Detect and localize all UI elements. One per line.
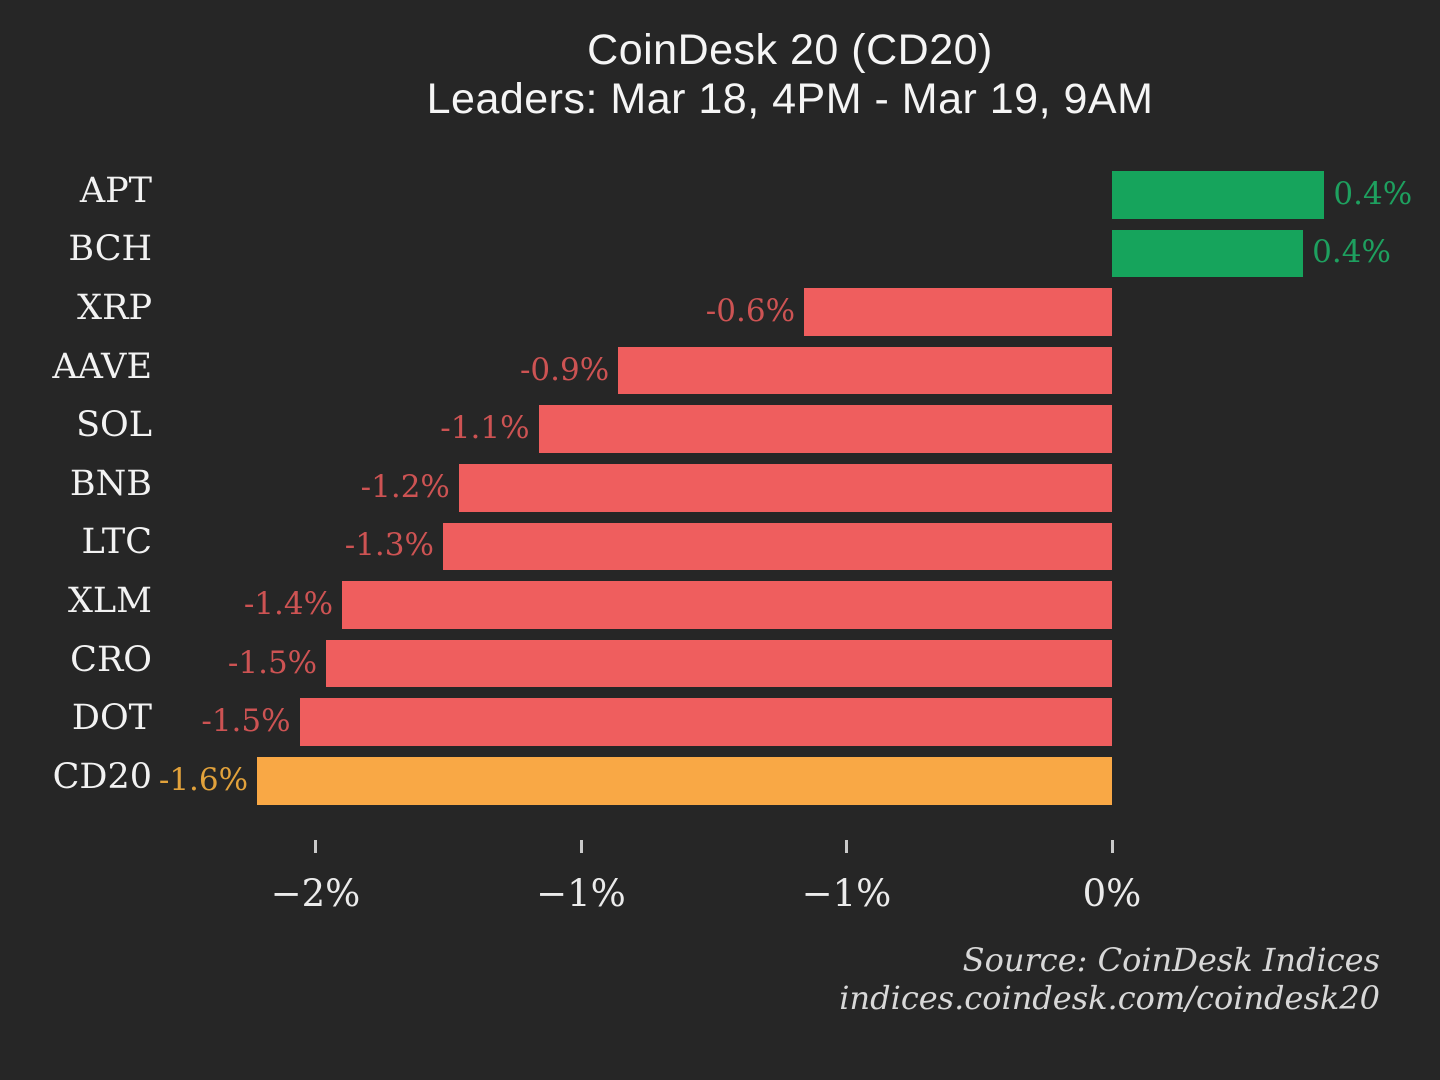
bar-apt	[1112, 171, 1325, 219]
value-label-aave: -0.9%	[519, 351, 610, 388]
value-label-bch: 0.4%	[1312, 234, 1391, 271]
bar-aave	[618, 346, 1112, 395]
bar-bnb	[458, 464, 1112, 512]
category-label-cd20: CD20	[52, 756, 152, 797]
chart-title: CoinDesk 20 (CD20)	[587, 26, 993, 74]
value-label-xrp: -0.6%	[705, 292, 796, 329]
source-line-2: indices.coindesk.com/coindesk20	[839, 979, 1380, 1017]
x-axis-tick-label-1: −1%	[536, 872, 626, 915]
category-label-ltc: LTC	[81, 522, 152, 563]
category-label-cro: CRO	[70, 639, 152, 680]
bar-xlm	[342, 581, 1112, 629]
bar-ltc	[442, 522, 1112, 571]
category-label-bnb: BNB	[69, 463, 152, 504]
x-axis-tick-1	[579, 840, 583, 853]
bar-bch	[1112, 229, 1304, 278]
value-label-xlm: -1.4%	[243, 585, 334, 622]
x-axis-tick-label-0: −2%	[270, 872, 361, 915]
value-label-cd20: -1.6%	[158, 761, 249, 798]
x-axis-tick-2	[845, 840, 848, 853]
value-label-cro: -1.5%	[227, 644, 318, 681]
bar-cro	[326, 639, 1112, 688]
x-axis-tick-0	[314, 840, 317, 853]
source-line-1: Source: CoinDesk Indices	[962, 941, 1380, 979]
value-label-dot: -1.5%	[201, 703, 291, 740]
bar-cd20	[257, 757, 1112, 805]
category-label-sol: SOL	[76, 405, 152, 446]
category-label-apt: APT	[79, 170, 152, 211]
chart-subtitle: Leaders: Mar 18, 4PM - Mar 19, 9AM	[426, 75, 1154, 123]
value-label-bnb: -1.2%	[360, 468, 450, 505]
category-label-bch: BCH	[68, 229, 152, 270]
title-block: CoinDesk 20 (CD20) Leaders: Mar 18, 4PM …	[140, 26, 1440, 124]
value-label-ltc: -1.3%	[344, 527, 434, 564]
category-label-xlm: XLM	[68, 580, 152, 621]
x-axis-tick-3	[1110, 840, 1114, 853]
category-label-dot: DOT	[71, 698, 152, 739]
bar-xrp	[804, 288, 1112, 336]
category-label-xrp: XRP	[77, 287, 152, 328]
bar-dot	[299, 698, 1112, 746]
source-text: Source: CoinDesk Indices indices.coindes…	[839, 941, 1380, 1017]
category-label-aave: AAVE	[52, 346, 152, 387]
value-label-sol: -1.1%	[440, 410, 530, 447]
value-label-apt: 0.4%	[1333, 175, 1413, 212]
x-axis-tick-label-3: 0%	[1082, 872, 1142, 915]
bar-sol	[538, 405, 1112, 453]
x-axis-tick-label-2: −1%	[801, 872, 892, 915]
